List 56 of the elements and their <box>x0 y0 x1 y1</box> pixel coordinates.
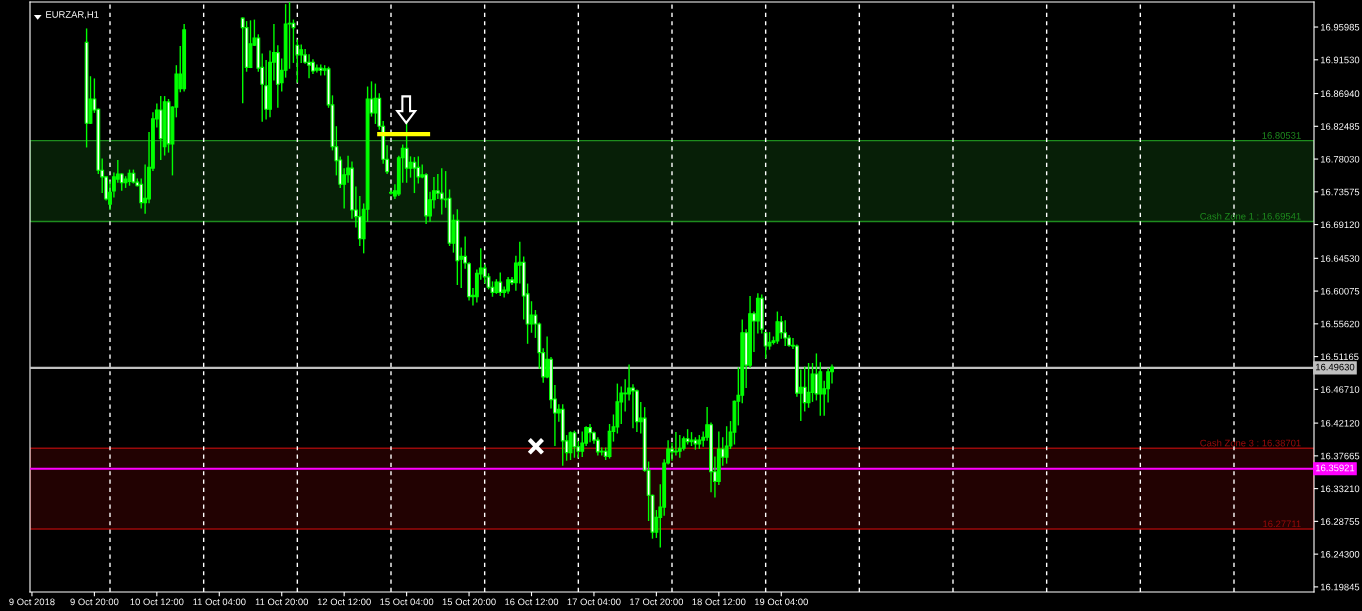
band-label: Cash Zone 3 : 16.38701 <box>1200 439 1301 447</box>
y-tick-label: 16.86940 <box>1320 90 1360 98</box>
candlestick <box>287 2 292 69</box>
x-tick-label: 17 Oct 20:00 <box>630 598 684 606</box>
ref-line-label: 16.49630 <box>1316 363 1355 371</box>
y-tick-label: 16.24300 <box>1320 550 1360 558</box>
candlestick <box>775 311 780 344</box>
candlestick <box>673 432 678 456</box>
candlestick <box>498 272 503 297</box>
y-tick-label: 16.69120 <box>1320 221 1360 229</box>
y-tick-label: 16.42120 <box>1320 419 1360 427</box>
x-tick-label: 12 Oct 12:00 <box>317 598 371 606</box>
y-tick-label: 16.33210 <box>1320 485 1360 493</box>
x-tick-label: 19 Oct 04:00 <box>754 598 808 606</box>
y-tick-label: 16.46710 <box>1320 386 1360 393</box>
x-tick-label: 9 Oct 20:00 <box>70 598 119 606</box>
candlestick <box>572 430 577 458</box>
candlestick <box>412 157 417 194</box>
candlestick <box>802 366 807 412</box>
y-tick-label: 16.73575 <box>1320 188 1360 196</box>
candlestick <box>588 424 592 443</box>
annotation: 16.80531 <box>1262 132 1301 139</box>
candlestick <box>814 353 819 401</box>
x-tick-label: 15 Oct 20:00 <box>442 598 496 606</box>
x-tick-label: 11 Oct 04:00 <box>193 598 246 606</box>
y-tick-label: 16.95985 <box>1320 23 1360 31</box>
x-tick-label: 9 Oct 2018 <box>9 598 55 606</box>
y-tick-label: 16.64530 <box>1320 255 1360 262</box>
x-tick-label: 11 Oct 20:00 <box>255 598 309 606</box>
y-tick-label: 16.91530 <box>1320 56 1360 64</box>
y-tick-label: 16.55620 <box>1320 320 1360 328</box>
x-tick-label: 18 Oct 12:00 <box>692 598 746 606</box>
x-tick-label: 16 Oct 12:00 <box>505 598 559 606</box>
y-tick-label: 16.37665 <box>1320 452 1360 460</box>
candlestick <box>248 20 253 69</box>
candlestick <box>439 168 444 215</box>
y-tick-label: 16.51165 <box>1320 353 1359 361</box>
x-tick-label: 17 Oct 04:00 <box>567 598 621 606</box>
x-tick-label: 15 Oct 04:00 <box>380 598 434 606</box>
x-tick-label: 10 Oct 12:00 <box>130 598 184 606</box>
candlestick <box>806 362 811 408</box>
y-tick-label: 16.28755 <box>1320 518 1360 525</box>
candlestick <box>240 17 245 104</box>
annotation: 16.27711 <box>1263 520 1301 528</box>
y-tick-label: 16.78030 <box>1320 155 1360 163</box>
candlestick <box>623 379 628 412</box>
ref-line-label: 16.35921 <box>1316 464 1355 472</box>
candlestick <box>631 384 635 429</box>
y-tick-label: 16.60075 <box>1320 287 1360 295</box>
candlestick <box>389 190 393 195</box>
candlestick <box>677 435 682 458</box>
y-tick-label: 16.82485 <box>1320 123 1360 130</box>
band-label: Cash Zone 1 : 16.69541 <box>1200 212 1301 220</box>
y-tick-label: 16.19845 <box>1320 583 1360 591</box>
text: EURZAR,H1 <box>46 11 99 19</box>
candlestick <box>373 83 378 124</box>
